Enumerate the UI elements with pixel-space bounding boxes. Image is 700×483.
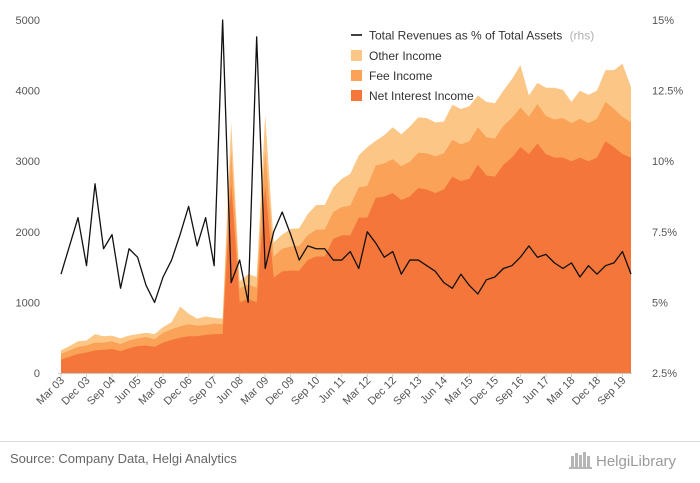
- left-tick-label: 1000: [16, 297, 40, 309]
- left-tick-label: 2000: [16, 227, 40, 239]
- right-tick-label: 15%: [652, 15, 674, 27]
- x-tick-label: Sep 13: [391, 375, 424, 408]
- x-tick-label: Sep 04: [85, 375, 118, 408]
- ratio-line-layer: [60, 19, 632, 304]
- right-tick-label: 7.5%: [652, 227, 677, 239]
- legend-label-ratio: Total Revenues as % of Total Assets: [369, 29, 562, 43]
- left-axis: 0 1000 2000 3000 4000 5000: [16, 15, 40, 380]
- x-tick-label: Sep 07: [187, 375, 220, 408]
- logo-text: HelgiLibrary: [596, 453, 677, 470]
- legend-item-fee-income[interactable]: Fee Income: [351, 69, 433, 83]
- bookshelf-icon: [569, 452, 592, 469]
- legend-label-net-interest-income: Net Interest Income: [369, 89, 474, 103]
- area-net-interest-income: [61, 141, 631, 373]
- right-tick-label: 12.5%: [652, 86, 683, 98]
- right-axis: 2.5% 5% 7.5% 10% 12.5% 15%: [652, 15, 683, 380]
- legend-label-fee-income: Fee Income: [369, 69, 433, 83]
- left-tick-label: 0: [34, 368, 40, 380]
- legend-swatch-other-income: [351, 50, 362, 61]
- right-tick-label: 5%: [652, 297, 668, 309]
- x-tick-label: Sep 19: [595, 375, 628, 408]
- x-tick-label: Sep 10: [289, 375, 322, 408]
- legend-label-other-income: Other Income: [369, 49, 442, 63]
- right-tick-label: 2.5%: [652, 368, 677, 380]
- legend-swatch-fee-income: [351, 70, 362, 81]
- right-tick-label: 10%: [652, 156, 674, 168]
- left-tick-label: 3000: [16, 156, 40, 168]
- legend-rhs-suffix: (rhs): [570, 29, 595, 43]
- left-tick-label: 5000: [16, 15, 40, 27]
- legend-item-ratio[interactable]: Total Revenues as % of Total Assets (rhs…: [351, 29, 594, 43]
- legend-item-other-income[interactable]: Other Income: [351, 49, 442, 63]
- legend-swatch-net-interest-income: [351, 90, 362, 101]
- line-total-revenues-as-of-total-assets: [60, 19, 632, 304]
- area-layer: [61, 63, 631, 374]
- source-text: Source: Company Data, Helgi Analytics: [10, 451, 237, 466]
- x-tick-label: Sep 16: [493, 375, 526, 408]
- svg-text:Total Revenues as % of Total A: Total Revenues as % of Total Assets (rhs…: [369, 29, 594, 43]
- legend-item-net-interest-income[interactable]: Net Interest Income: [351, 89, 474, 103]
- left-tick-label: 4000: [16, 86, 40, 98]
- legend: Total Revenues as % of Total Assets (rhs…: [351, 29, 594, 103]
- helgi-logo: HelgiLibrary: [569, 452, 677, 470]
